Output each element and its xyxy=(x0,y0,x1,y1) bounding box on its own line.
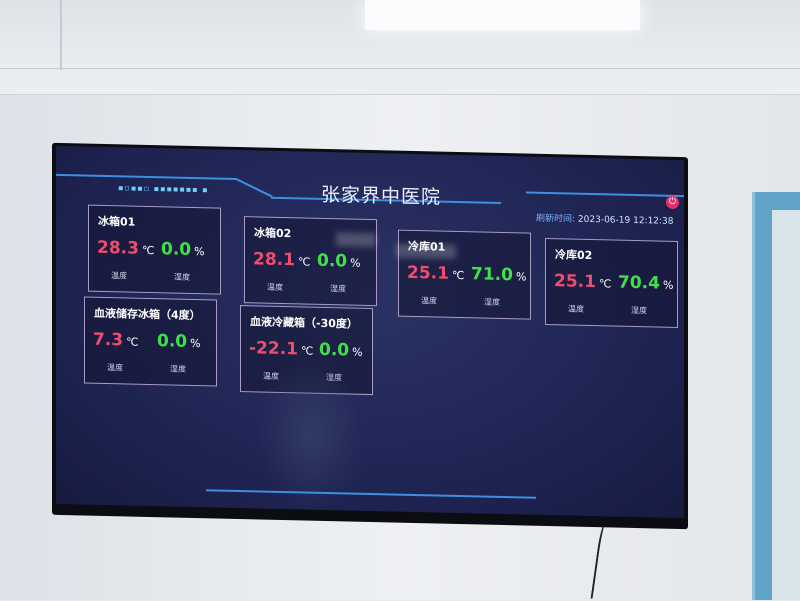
percent-unit: % xyxy=(190,336,201,351)
temperature-value: 28.3 ℃ xyxy=(97,238,154,259)
page-title: 张家界中医院 xyxy=(321,183,442,209)
temperature-label: 温度 xyxy=(111,271,127,281)
refresh-time: 刷新时间: 2023-06-19 12:12:38 xyxy=(536,211,674,227)
decorative-dots-icon: ▪▫▪▪▫ ▪▪▪▪▪▪▪ ▪ xyxy=(118,183,209,195)
humidity-value: 71.0% xyxy=(471,264,526,285)
humidity-label: 湿度 xyxy=(174,272,190,282)
door xyxy=(772,210,800,600)
temperature-number: 28.3 xyxy=(97,237,139,259)
header-line-right xyxy=(526,191,684,198)
humidity-value: 0.0% xyxy=(161,239,205,260)
sensor-name: 冷库02 xyxy=(555,248,593,263)
humidity-number: 0.0 xyxy=(161,239,192,260)
sensor-card: 冰箱02 28.1 ℃ 0.0% 温度 湿度 xyxy=(244,216,377,307)
celsius-unit: ℃ xyxy=(126,335,139,349)
ceiling-light xyxy=(365,0,640,30)
humidity-number: 0.0 xyxy=(157,331,188,352)
refresh-label: 刷新时间: xyxy=(536,213,576,225)
ceiling xyxy=(0,0,800,95)
temperature-number: 28.1 xyxy=(253,249,295,271)
percent-unit: % xyxy=(350,256,361,270)
temperature-number: 25.1 xyxy=(407,262,449,284)
humidity-number: 70.4 xyxy=(618,272,660,294)
humidity-value: 70.4% xyxy=(618,273,673,294)
sensor-card: 冷库02 25.1 ℃ 70.4% 温度 湿度 xyxy=(545,237,678,328)
temperature-value: 25.1 ℃ xyxy=(554,271,611,292)
temperature-number: 7.3 xyxy=(93,329,124,351)
humidity-label: 湿度 xyxy=(631,305,647,316)
celsius-unit: ℃ xyxy=(141,243,155,258)
celsius-unit: ℃ xyxy=(598,277,612,291)
light-glare xyxy=(396,243,456,259)
humidity-value: 0.0% xyxy=(317,251,361,272)
sensor-card: 冰箱01 28.3 ℃ 0.0% 温度 湿度 xyxy=(88,204,221,295)
refresh-time-value: 2023-06-19 12:12:38 xyxy=(577,214,674,227)
dashboard-screen: ▪▫▪▪▫ ▪▪▪▪▪▪▪ ▪ 张家界中医院 刷新时间: 2023-06-19 … xyxy=(56,145,684,519)
ceiling-grid-line xyxy=(0,68,800,69)
sensor-name: 冰箱01 xyxy=(98,214,136,229)
humidity-number: 0.0 xyxy=(317,250,348,272)
temperature-label: 温度 xyxy=(107,363,123,373)
temperature-number: 25.1 xyxy=(554,271,596,293)
celsius-unit: ℃ xyxy=(297,255,311,269)
humidity-number: 71.0 xyxy=(471,264,513,286)
sensor-name: 血液储存冰箱（4度） xyxy=(94,306,201,323)
temperature-value: 25.1 ℃ xyxy=(407,263,464,284)
header-line-slant xyxy=(235,178,273,198)
percent-unit: % xyxy=(194,245,205,259)
ceiling-grid-line xyxy=(60,0,62,70)
temperature-label: 温度 xyxy=(421,296,437,306)
tv-monitor: ▪▫▪▪▫ ▪▪▪▪▪▪▪ ▪ 张家界中医院 刷新时间: 2023-06-19 … xyxy=(52,142,688,530)
temperature-label: 温度 xyxy=(267,282,283,293)
power-icon[interactable]: ⏻ xyxy=(666,195,679,210)
temperature-label: 温度 xyxy=(568,304,584,314)
sensor-card: 血液储存冰箱（4度） 7.3 ℃ 0.0% 温度 湿度 xyxy=(84,296,217,387)
temperature-value: 28.1 ℃ xyxy=(253,249,310,270)
humidity-value: 0.0% xyxy=(157,331,201,352)
light-glare xyxy=(336,232,376,248)
header-line-left xyxy=(56,173,236,180)
sensor-name: 血液冷藏箱（-30度） xyxy=(250,315,358,331)
humidity-label: 湿度 xyxy=(330,284,346,294)
percent-unit: % xyxy=(662,278,674,292)
celsius-unit: ℃ xyxy=(451,268,465,283)
humidity-label: 湿度 xyxy=(484,297,500,307)
temperature-value: 7.3 ℃ xyxy=(93,330,138,351)
percent-unit: % xyxy=(515,270,527,284)
humidity-label: 湿度 xyxy=(170,364,186,374)
sensor-name: 冰箱02 xyxy=(254,226,292,241)
